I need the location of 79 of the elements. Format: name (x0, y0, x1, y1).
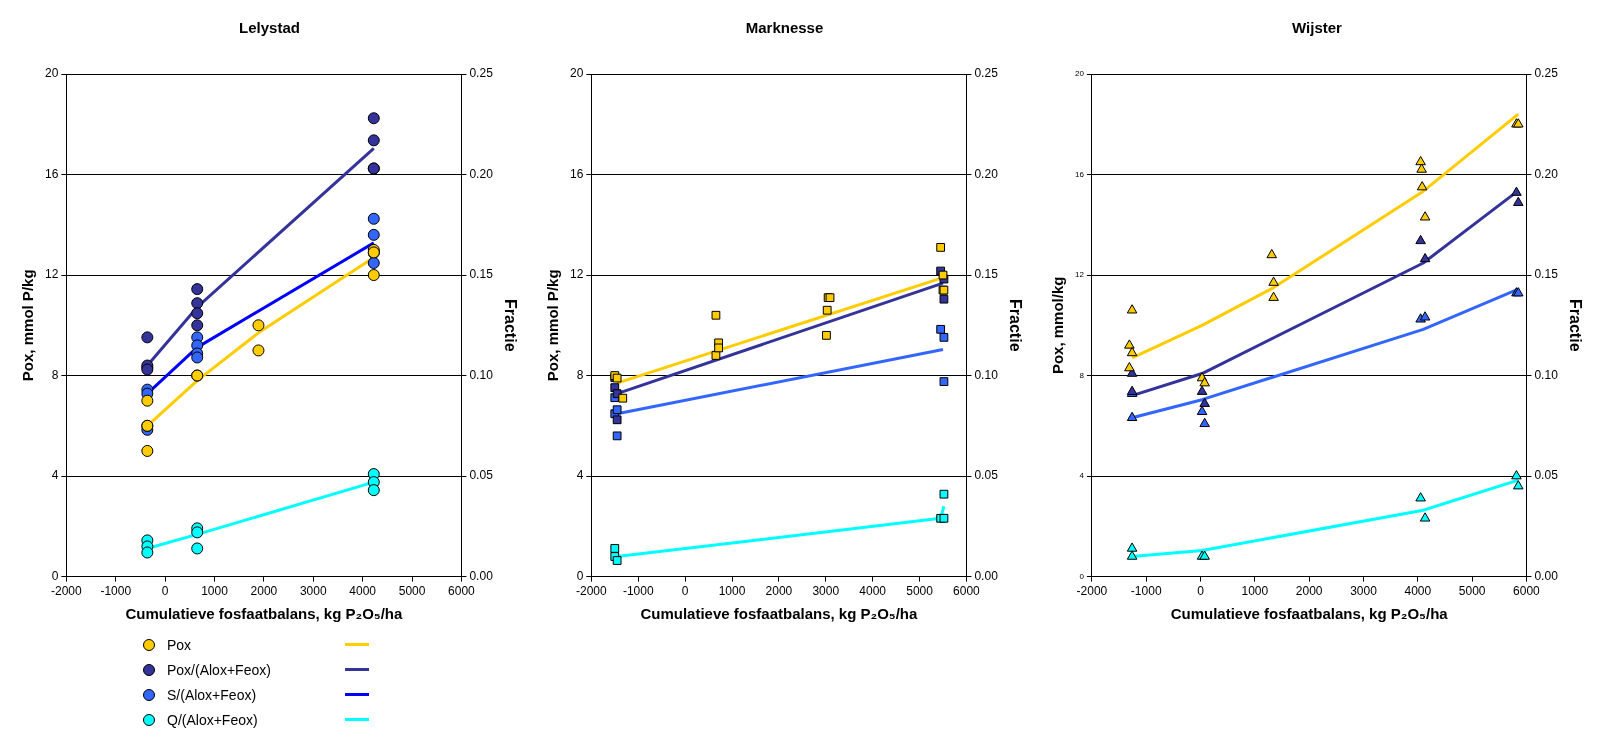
y2-tick-label: 0.20 (1534, 166, 1559, 181)
x-tick-label: 2000 (250, 584, 278, 599)
y2-tick-label: 0.20 (469, 166, 494, 181)
x-tick-label: 1000 (718, 584, 746, 599)
x-tick-label: 5000 (906, 584, 934, 599)
x-tick-label: 3000 (299, 584, 327, 599)
y-axis-title: Pox, mmol/kg (1049, 276, 1067, 375)
x-tick-label: 1000 (1241, 584, 1269, 599)
y2-tick-label: 0.05 (469, 468, 494, 483)
y2-axis-title: Fractie (1566, 299, 1584, 352)
x-tick-label: 0 (681, 584, 689, 599)
chart-title: Lelystad (239, 19, 300, 37)
y-tick-label: 4 (1079, 471, 1085, 481)
y2-tick-label: 0.05 (1534, 468, 1559, 483)
y-tick-label: 8 (1079, 370, 1085, 380)
y2-tick-label: 0.25 (974, 66, 999, 81)
y2-tick-label: 0.15 (469, 267, 494, 282)
x-tick-label: 0 (1197, 584, 1205, 599)
x-tick-label: 3000 (812, 584, 840, 599)
y2-tick-label: 0.10 (469, 367, 494, 382)
legend-label: Q/(Alox+Feox) (167, 711, 259, 728)
x-tick-label: 4000 (349, 584, 377, 599)
x-tick-label: 4000 (859, 584, 887, 599)
y-tick-label: 8 (576, 367, 584, 382)
y2-tick-label: 0.05 (974, 468, 999, 483)
x-tick-label: -2000 (51, 584, 83, 599)
y2-tick-label: 0.25 (1534, 66, 1559, 81)
x-axis-title: Cumulatieve fosfaatbalans, kg P₂O₅/ha (125, 605, 404, 623)
x-tick-label: 5000 (398, 584, 426, 599)
y-tick-label: 16 (569, 166, 584, 181)
y-tick-label: 4 (51, 468, 59, 483)
y-tick-label: 12 (44, 267, 59, 282)
x-tick-label: 1000 (201, 584, 229, 599)
x-tick-label: 2000 (765, 584, 793, 599)
y2-tick-label: 0.15 (974, 267, 999, 282)
x-axis-title: Cumulatieve fosfaatbalans, kg P₂O₅/ha (1170, 605, 1449, 623)
y-tick-label: 16 (44, 166, 59, 181)
y2-axis-title: Fractie (1006, 299, 1024, 352)
y2-tick-label: 0.00 (469, 568, 494, 583)
x-tick-label: -1000 (100, 584, 132, 599)
y2-tick-label: 0.10 (974, 367, 999, 382)
y-axis-title: Pox, mmol P/kg (19, 269, 37, 382)
y-tick-label: 12 (1074, 270, 1085, 280)
x-tick-label: -2000 (1076, 584, 1108, 599)
x-tick-label: 3000 (1350, 584, 1378, 599)
chart-title: Marknesse (745, 19, 824, 37)
y-tick-label: 16 (1074, 169, 1085, 179)
y2-axis-title: Fractie (501, 299, 519, 352)
y-tick-label: 0 (1079, 571, 1085, 581)
y-tick-label: 0 (51, 568, 59, 583)
x-tick-label: 6000 (953, 584, 981, 599)
y-tick-label: 20 (1074, 69, 1085, 79)
chart-title: Wijster (1292, 19, 1343, 37)
y2-tick-label: 0.25 (469, 66, 494, 81)
x-tick-label: 5000 (1458, 584, 1486, 599)
legend-label: Pox (167, 636, 193, 653)
y2-tick-label: 0.20 (974, 166, 999, 181)
y-tick-label: 20 (44, 66, 59, 81)
y2-tick-label: 0.10 (1534, 367, 1559, 382)
y-axis-title: Pox, mmol P/kg (544, 269, 562, 382)
x-tick-label: -2000 (576, 584, 608, 599)
legend-label: S/(Alox+Feox) (167, 686, 258, 703)
legend-label: Pox/(Alox+Feox) (167, 661, 272, 678)
y-tick-label: 8 (51, 367, 59, 382)
x-tick-label: 6000 (448, 584, 476, 599)
y-tick-label: 4 (576, 468, 584, 483)
x-tick-label: -1000 (1130, 584, 1162, 599)
y-tick-label: 20 (569, 66, 584, 81)
y2-tick-label: 0.00 (1534, 568, 1559, 583)
y-tick-label: 0 (576, 568, 584, 583)
x-tick-label: 2000 (1295, 584, 1323, 599)
y2-tick-label: 0.15 (1534, 267, 1559, 282)
x-tick-label: 6000 (1513, 584, 1541, 599)
x-tick-label: -1000 (622, 584, 654, 599)
y2-tick-label: 0.00 (974, 568, 999, 583)
x-tick-label: 4000 (1404, 584, 1432, 599)
x-tick-label: 0 (161, 584, 169, 599)
x-axis-title: Cumulatieve fosfaatbalans, kg P₂O₅/ha (640, 605, 919, 623)
y-tick-label: 12 (569, 267, 584, 282)
